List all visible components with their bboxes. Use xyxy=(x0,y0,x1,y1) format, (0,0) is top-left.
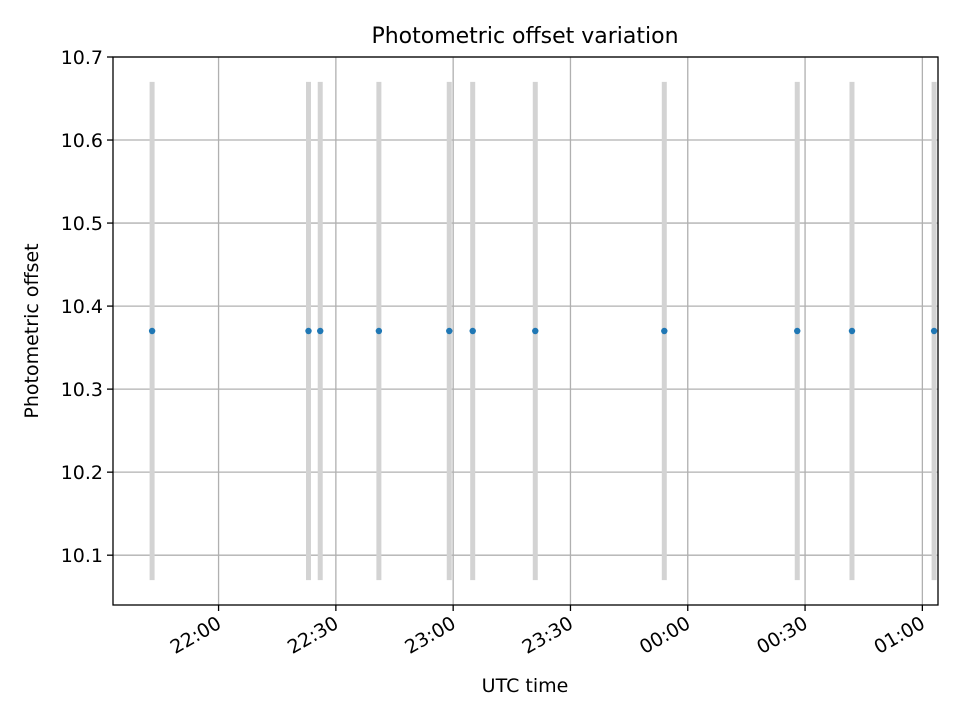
data-point xyxy=(446,327,453,335)
data-point xyxy=(532,327,539,335)
y-tick-layer: 10.1 10.2 10.3 10.4 10.5 10.6 10.7 xyxy=(61,47,113,567)
y-tick-label: 10.4 xyxy=(61,296,103,318)
plot-frame xyxy=(112,56,939,606)
data-point xyxy=(661,327,668,335)
y-tick-label: 10.2 xyxy=(61,462,103,484)
x-tick-label: 00:30 xyxy=(753,612,811,658)
data-point xyxy=(317,327,324,335)
x-axis-label: UTC time xyxy=(482,675,569,697)
x-tick-label: 01:00 xyxy=(870,612,928,658)
chart-title: Photometric offset variation xyxy=(371,24,678,49)
data-point xyxy=(794,327,801,335)
y-tick-label: 10.1 xyxy=(61,545,103,567)
data-point xyxy=(848,327,856,335)
data-point xyxy=(375,327,383,335)
x-tick-label: 23:00 xyxy=(401,612,459,658)
y-tick-label: 10.6 xyxy=(61,130,103,152)
grid-layer xyxy=(113,56,938,605)
y-axis-label: Photometric offset xyxy=(21,243,43,418)
data-point xyxy=(148,327,156,335)
y-tick-label: 10.5 xyxy=(61,213,103,235)
data-point xyxy=(930,327,938,335)
data-point xyxy=(305,327,312,335)
y-tick-label: 10.7 xyxy=(61,47,103,69)
y-tick-label: 10.3 xyxy=(61,379,103,401)
x-tick-label: 22:00 xyxy=(167,612,225,658)
data-point xyxy=(469,327,476,335)
point-layer xyxy=(148,327,938,335)
x-tick-layer: 22:00 22:30 23:00 23:30 00:00 00:30 01:00 xyxy=(167,605,929,659)
x-tick-label: 22:30 xyxy=(284,612,342,658)
error-band-layer xyxy=(149,81,937,581)
x-tick-label: 23:30 xyxy=(519,612,577,658)
x-tick-label: 00:00 xyxy=(636,612,694,658)
